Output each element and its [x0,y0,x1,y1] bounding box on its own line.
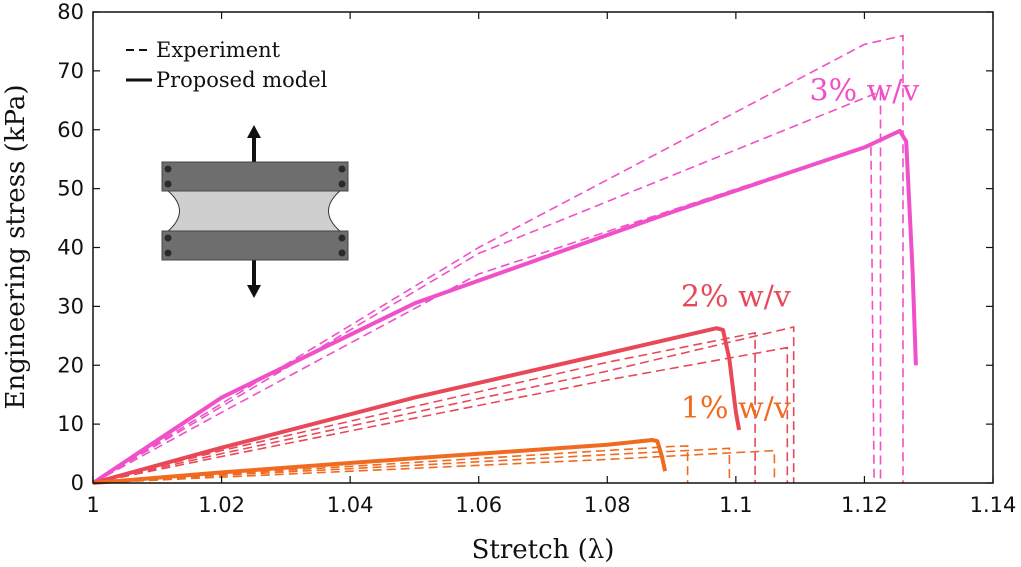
y-tick-label: 40 [57,236,84,260]
y-tick-label: 30 [57,294,84,318]
legend: Experiment Proposed model [126,38,328,92]
tension-arrow-up-head [247,125,261,138]
specimen-bottom-clamp [161,230,349,261]
experiment-line-1wv-1 [92,445,689,484]
clamp-bolt [164,165,172,173]
series-labels: 3% w/v 2% w/v 1% w/v [681,73,919,426]
experiment-line-3wv-2 [92,90,882,484]
experiment-line-2wv-2 [92,325,795,484]
y-tick-label: 0 [71,471,84,495]
x-tick-label: 1.08 [584,493,631,517]
y-axis-label: Engineering stress (kPa) [1,84,31,409]
clamp-bolt [338,180,346,188]
model-line-1wv [92,438,668,485]
specimen-gel [165,189,343,233]
legend-model-label: Proposed model [156,68,328,92]
specimen-illustration-icon [161,125,349,298]
clamp-bolt [164,249,172,257]
x-tick-label: 1 [86,493,99,517]
model-line-3wv [91,128,918,485]
y-tick-label: 50 [57,177,84,201]
series-label-2wv: 2% w/v [681,279,791,314]
experiment-line-1wv-2 [92,447,731,484]
clamp-bolt [338,165,346,173]
experiment-line-2wv-3 [92,346,789,484]
series-layer [91,34,918,485]
model-line-2wv [92,326,742,485]
x-tick-label: 1.02 [198,493,245,517]
y-tick-label: 10 [57,412,84,436]
clamp-bolt [338,249,346,257]
clamp-bolt [164,180,172,188]
x-axis-label: Stretch (λ) [472,535,615,565]
y-tick-label: 20 [57,353,84,377]
x-tick-label: 1.06 [455,493,502,517]
y-tick-label: 60 [57,118,84,142]
x-tick-label: 1.04 [327,493,374,517]
clamp-bolt [338,234,346,242]
experiment-line-3wv-3 [92,143,875,484]
series-label-3wv: 3% w/v [809,73,919,108]
x-tick-label: 1.1 [719,493,752,517]
clamp-bolt [164,234,172,242]
tension-arrow-down-head [247,285,261,298]
legend-experiment-label: Experiment [156,38,281,62]
x-tick-label: 1.12 [841,493,888,517]
x-tick-label: 1.14 [970,493,1017,517]
experiment-line-1wv-3 [92,449,776,484]
series-label-1wv: 1% w/v [681,391,791,426]
y-tick-label: 80 [57,0,84,24]
y-tick-label: 70 [57,59,84,83]
experiment-line-2wv-1 [92,331,756,484]
experiment-line-3wv-1 [92,34,904,484]
specimen-top-clamp [161,161,349,192]
axis-ticks: 1 1.02 1.04 1.06 1.08 1.1 1.12 1.14 0 10 20 30 40 50 6… [57,0,1016,517]
